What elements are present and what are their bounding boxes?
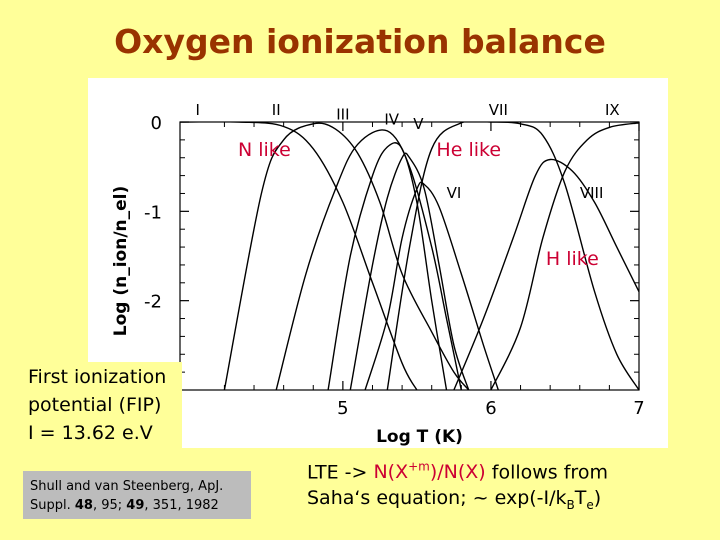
lte-prefix: LTE -> [307, 461, 374, 484]
reference-volume-1: 48 [74, 498, 93, 513]
series-line-ii [223, 122, 470, 390]
x-tick-label-5: 5 [337, 398, 348, 419]
series-line-vii [386, 122, 639, 390]
page-title: Oxygen ionization balance [114, 22, 606, 61]
lte-note: LTE -> N(X+m)/N(X) follows from Saha‘s e… [307, 460, 608, 512]
series-line-iv [327, 142, 448, 390]
fip-note: First ionization potential (FIP) I = 13.… [22, 362, 182, 456]
lte-line-1: LTE -> N(X+m)/N(X) follows from [307, 460, 608, 483]
chart-panel: 5 6 7 0 -1 -2 Log T (K) Log (n_ion/n_el) I II III I… [88, 78, 668, 448]
lte-ratio-tail: )/N(X) [429, 461, 486, 484]
fip-line-3: I = 13.62 e.V [28, 422, 153, 444]
series-line-v [349, 152, 470, 390]
lte-line-2: Saha‘s equation; ~ exp(-I/kBTe) [307, 487, 608, 512]
fip-line-1: First ionization [28, 366, 167, 388]
series-label-vii: VII [489, 101, 508, 119]
series-line-i [180, 122, 418, 390]
series-label-viii: VIII [580, 184, 604, 202]
series-label-iv: IV [384, 111, 399, 129]
lte-ratio: N(X+m)/N(X) [373, 460, 486, 484]
series-label-vi: VI [447, 184, 462, 202]
saha-t: T [574, 487, 587, 510]
y-axis-label: Log (n_ion/n_el) [111, 186, 131, 337]
series-label-ix: IX [605, 101, 620, 119]
annotation-n-like: N like [238, 139, 291, 161]
reference-line-2: Suppl. 48, 95; 49, 351, 1982 [30, 498, 219, 513]
x-tick-label-7: 7 [633, 398, 644, 419]
saha-sub-e: e [586, 498, 594, 513]
x-axis-label: Log T (K) [376, 427, 463, 447]
y-tick-label-0: 0 [151, 113, 162, 134]
y-tick-label-minus1: -1 [144, 202, 162, 223]
series-label-v: V [413, 115, 424, 133]
series-line-viii [453, 158, 639, 390]
saha-sub-b: B [566, 498, 575, 513]
lte-ratio-head: N(X [373, 461, 409, 484]
series-label-iii: III [336, 105, 349, 123]
annotation-h-like: H like [546, 248, 599, 270]
series-line-vi [364, 181, 499, 390]
reference-mid: , 95; [92, 498, 127, 513]
saha-suffix: ) [593, 487, 602, 510]
saha-prefix: Saha‘s equation; ~ exp(-I/k [307, 487, 567, 510]
reference-suffix: , 351, 1982 [144, 498, 219, 513]
series-line-ix [490, 122, 639, 390]
series-label-ii: II [272, 101, 281, 119]
series-line-iii [275, 129, 462, 390]
y-tick-label-minus2: -2 [144, 292, 162, 313]
reference-citation: Shull and van Steenberg, ApJ. Suppl. 48,… [23, 471, 251, 519]
reference-volume-2: 49 [126, 498, 145, 513]
series-label-i: I [196, 101, 200, 119]
fip-line-2: potential (FIP) [28, 394, 162, 416]
plot-frame [179, 121, 640, 391]
reference-line-1: Shull and van Steenberg, ApJ. [30, 479, 224, 494]
lte-suffix: follows from [485, 461, 608, 484]
reference-prefix: Suppl. [30, 498, 75, 513]
annotation-he-like: He like [436, 139, 501, 161]
lte-ratio-charge: +m [408, 460, 430, 474]
x-tick-label-6: 6 [485, 398, 496, 419]
